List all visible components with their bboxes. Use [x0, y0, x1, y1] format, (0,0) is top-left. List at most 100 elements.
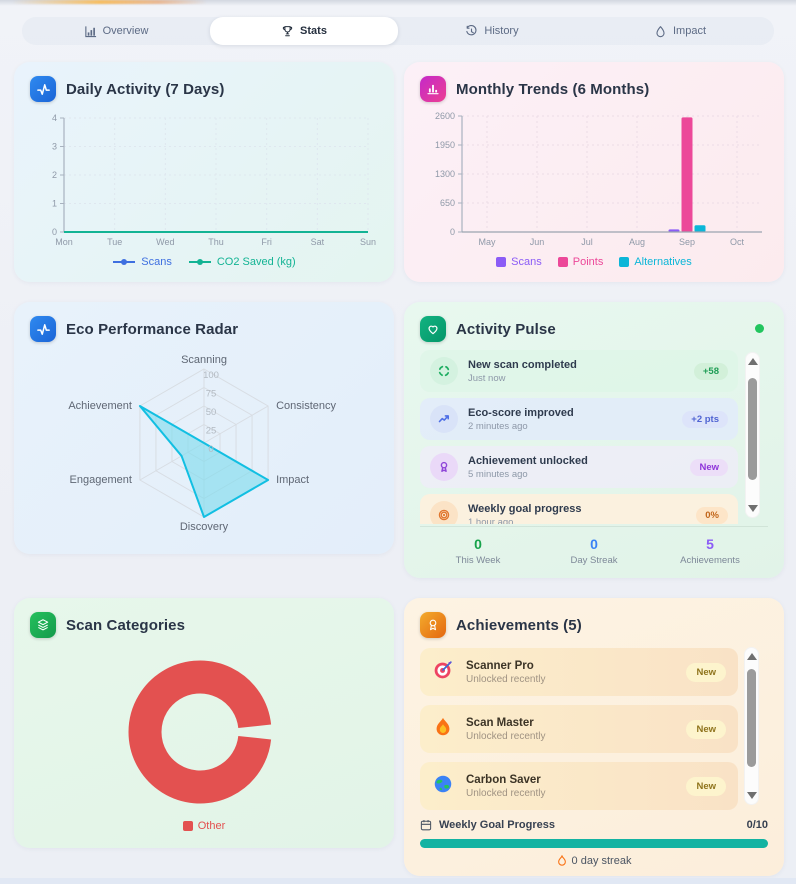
legend-item-scans[interactable]: Scans [496, 256, 542, 268]
calendar-icon [420, 820, 432, 831]
achievement-scan-master[interactable]: Scan Master Unlocked recently New [420, 705, 738, 753]
achievement-title: Scan Master [466, 716, 534, 729]
svg-text:Mon: Mon [55, 237, 73, 247]
svg-text:Discovery: Discovery [180, 521, 229, 533]
scrollbar-thumb[interactable] [748, 378, 757, 480]
eco-radar-title: Eco Performance Radar [66, 320, 239, 338]
stat-label: This Week [455, 555, 501, 566]
svg-text:Aug: Aug [629, 237, 645, 247]
activity-item-badge: New [690, 458, 728, 476]
achievement-badge: New [686, 776, 726, 796]
activity-feed-scrollbar[interactable] [745, 352, 760, 518]
achievement-carbon-saver[interactable]: Carbon Saver Unlocked recently New [420, 762, 738, 810]
achievement-subtitle: Unlocked recently [466, 787, 546, 799]
svg-text:1950: 1950 [435, 140, 455, 150]
bottom-page-strip [0, 878, 796, 884]
legend-item-other[interactable]: Other [182, 820, 226, 832]
achievement-title: Scanner Pro [466, 659, 534, 672]
activity-item-achievement[interactable]: Achievement unlocked 5 minutes ago New [420, 446, 738, 488]
svg-text:1: 1 [52, 199, 57, 209]
scan-categories-header: Scan Categories [14, 598, 394, 638]
legend-item-co2-saved-kg-[interactable]: CO2 Saved (kg) [188, 256, 296, 268]
svg-text:Impact: Impact [276, 474, 309, 486]
award-medal-icon [420, 612, 446, 638]
activity-pulse-icon [30, 76, 56, 102]
svg-text:2600: 2600 [435, 111, 455, 121]
activity-pulse-icon [30, 316, 56, 342]
activity-item-title: Weekly goal progress [468, 502, 582, 515]
scan-frame-icon [430, 357, 458, 385]
trophy-icon [282, 25, 293, 36]
history-icon [466, 24, 477, 35]
activity-item-weekly-goal[interactable]: Weekly goal progress 1 hour ago 0% [420, 494, 738, 524]
svg-text:0: 0 [450, 227, 455, 237]
weekly-goal-row: Weekly Goal Progress 0/10 [420, 819, 768, 831]
svg-text:0: 0 [52, 227, 57, 237]
monthly-trends-title: Monthly Trends (6 Months) [456, 80, 650, 98]
tab-history-label: History [484, 25, 519, 37]
activity-item-eco-score[interactable]: Eco-score improved 2 minutes ago +2 pts [420, 398, 738, 440]
scroll-down-arrow-icon[interactable] [747, 505, 758, 512]
legend-item-alternatives[interactable]: Alternatives [619, 256, 692, 268]
tab-stats[interactable]: Stats [210, 17, 398, 45]
legend-item-points[interactable]: Points [557, 256, 604, 268]
svg-text:0: 0 [208, 444, 213, 455]
activity-feed-list: New scan completed Just now +58 Eco-scor… [420, 350, 738, 524]
tab-impact[interactable]: Impact [586, 17, 774, 45]
legend-label: Points [572, 256, 604, 268]
achievement-badge: New [686, 719, 726, 739]
svg-text:50: 50 [206, 407, 217, 418]
tab-impact-label: Impact [672, 25, 706, 37]
weekly-goal-value: 0/10 [746, 819, 768, 831]
tab-bar: Overview Stats History Impact [22, 17, 774, 45]
activity-item-time: 1 hour ago [468, 516, 514, 525]
eco-radar-card: Eco Performance Radar Scanning Consistenc… [14, 302, 394, 554]
svg-text:Jul: Jul [581, 237, 593, 247]
tab-overview-label: Overview [102, 25, 149, 37]
monthly-trends-bar-chart[interactable]: 2600 1950 1300 650 0 May Jun Jul Aug Sep Oct [422, 108, 772, 252]
svg-text:75: 75 [206, 389, 217, 400]
scrollbar-thumb[interactable] [747, 669, 756, 767]
eco-radar-chart[interactable]: Scanning Consistency Impact Discovery Engage… [24, 340, 384, 546]
achievement-scanner-pro[interactable]: Scanner Pro Unlocked recently New [420, 648, 738, 696]
globe-icon [432, 773, 454, 800]
svg-text:Wed: Wed [156, 237, 174, 247]
flame-icon [557, 855, 566, 866]
tab-history[interactable]: History [398, 17, 586, 45]
top-glow [12, 0, 207, 4]
svg-text:1300: 1300 [435, 169, 455, 179]
scroll-up-arrow-icon[interactable] [747, 358, 758, 365]
stat-label: Achievements [680, 555, 740, 566]
achievements-header: Achievements (5) [404, 598, 784, 638]
legend-item-scans[interactable]: Scans [112, 256, 172, 268]
scroll-down-arrow-icon[interactable] [746, 792, 757, 799]
svg-text:Thu: Thu [208, 237, 224, 247]
layers-icon [30, 612, 56, 638]
svg-text:25: 25 [206, 426, 217, 437]
achievements-scrollbar[interactable] [744, 647, 759, 805]
activity-item-new-scan[interactable]: New scan completed Just now +58 [420, 350, 738, 392]
svg-text:Consistency: Consistency [276, 400, 336, 412]
achievements-list: Scanner Pro Unlocked recently New Scan M… [420, 648, 738, 810]
achievement-subtitle: Unlocked recently [466, 730, 546, 742]
svg-text:2: 2 [52, 170, 57, 180]
tab-overview[interactable]: Overview [22, 17, 210, 45]
activity-item-badge: 0% [696, 506, 728, 524]
legend-label: Other [197, 820, 226, 832]
achievements-title: Achievements (5) [456, 616, 582, 634]
legend-label: Scans [141, 256, 172, 268]
svg-text:3: 3 [52, 142, 57, 152]
svg-text:650: 650 [440, 198, 455, 208]
scroll-up-arrow-icon[interactable] [746, 653, 757, 660]
activity-item-badge: +58 [693, 362, 728, 380]
streak-label: 0 day streak [571, 855, 632, 867]
achievement-title: Carbon Saver [466, 773, 541, 786]
daily-activity-header: Daily Activity (7 Days) [14, 62, 394, 102]
droplet-icon [656, 25, 665, 37]
svg-text:Jun: Jun [530, 237, 545, 247]
daily-activity-title: Daily Activity (7 Days) [66, 80, 225, 98]
scan-categories-donut-chart[interactable] [120, 652, 280, 812]
medal-icon [430, 453, 458, 481]
bar-chart-icon [420, 76, 446, 102]
